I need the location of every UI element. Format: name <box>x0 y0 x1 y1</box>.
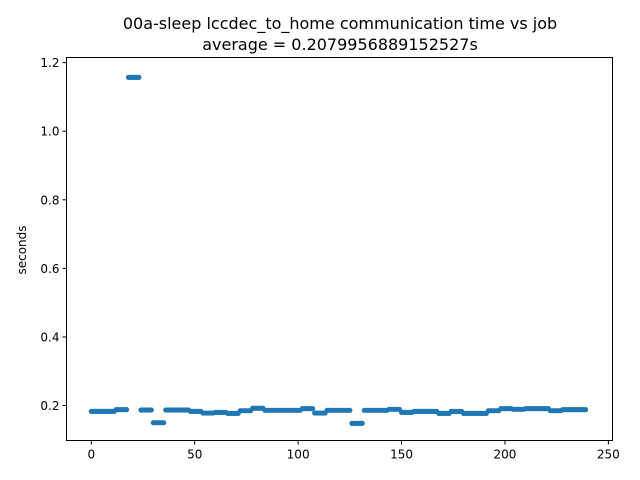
data-point <box>359 420 365 426</box>
y-tick-label: 0.4 <box>40 330 59 344</box>
y-tick-label: 0.6 <box>40 262 59 276</box>
x-tick-label: 100 <box>287 448 310 462</box>
data-point <box>161 420 167 426</box>
data-point <box>136 74 142 80</box>
y-tick-label: 1.2 <box>40 56 59 70</box>
x-tick-label: 250 <box>597 448 620 462</box>
axis-ticks: 0 50 100 150 200 250 0.2 0.4 0.6 0.8 1.0 1.2 <box>40 56 619 461</box>
data-point <box>148 407 154 413</box>
y-tick-label: 0.2 <box>40 399 59 413</box>
x-tick-label: 200 <box>494 448 517 462</box>
x-tick-label: 0 <box>87 448 95 462</box>
x-tick-label: 150 <box>390 448 413 462</box>
x-tick-label: 50 <box>187 448 202 462</box>
chart-subtitle: average = 0.2079956889152527s <box>202 35 478 54</box>
y-tick-label: 0.8 <box>40 193 59 207</box>
plot-area <box>88 74 589 426</box>
chart-title: 00a-sleep lccdec_to_home communication t… <box>123 14 557 34</box>
data-point <box>347 407 353 413</box>
data-point <box>123 407 130 413</box>
data-point <box>583 407 589 413</box>
data-point <box>310 406 316 412</box>
plot-frame <box>66 57 613 441</box>
y-tick-label: 1.0 <box>40 125 59 139</box>
y-axis-label: seconds <box>15 225 29 274</box>
